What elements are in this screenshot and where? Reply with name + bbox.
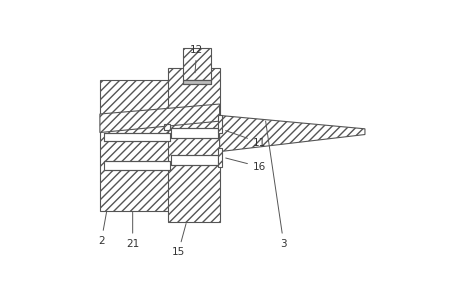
Text: 3: 3 xyxy=(266,121,287,249)
Polygon shape xyxy=(100,104,219,133)
Bar xyxy=(171,128,218,138)
Bar xyxy=(171,155,218,165)
Bar xyxy=(182,48,211,80)
Polygon shape xyxy=(219,115,365,152)
Text: 11: 11 xyxy=(225,131,266,148)
Bar xyxy=(218,148,222,167)
Bar xyxy=(100,80,174,211)
Text: 15: 15 xyxy=(172,223,186,257)
Bar xyxy=(104,161,170,170)
Text: 16: 16 xyxy=(226,158,266,172)
Bar xyxy=(164,124,170,130)
Bar xyxy=(104,133,170,141)
Bar xyxy=(182,80,211,84)
Bar xyxy=(218,115,222,133)
Text: 12: 12 xyxy=(190,45,203,73)
Text: 2: 2 xyxy=(98,212,107,246)
Bar xyxy=(168,68,219,222)
Text: 21: 21 xyxy=(126,212,140,249)
Bar xyxy=(182,80,211,84)
